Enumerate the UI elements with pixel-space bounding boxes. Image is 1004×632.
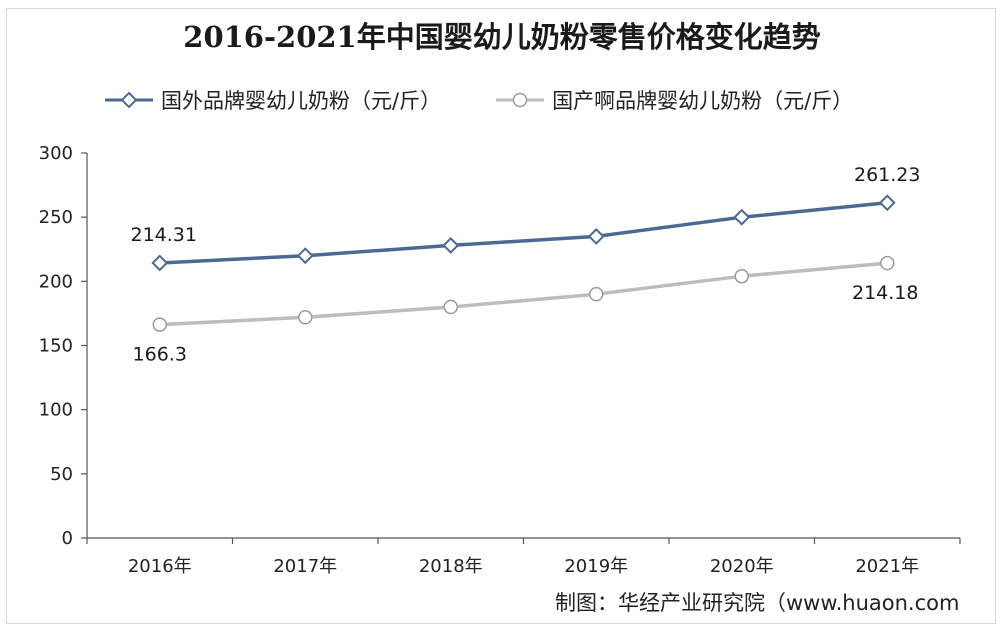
data-label: 214.18: [852, 282, 918, 304]
legend-item-foreign: 国外品牌婴幼儿奶粉（元/斤）: [105, 85, 441, 115]
y-tick-label: 300: [39, 143, 73, 164]
legend-marker-domestic: [496, 92, 545, 108]
legend-item-domestic: 国产啊品牌婴幼儿奶粉（元/斤）: [496, 85, 853, 115]
data-point-marker: [296, 247, 314, 265]
x-tick-label: 2016年: [128, 556, 192, 577]
series-line-0: [159, 201, 888, 265]
y-tick-label: 50: [50, 464, 73, 485]
data-point-marker: [152, 317, 167, 332]
x-tick-label: 2020年: [710, 556, 774, 577]
legend-label-domestic: 国产啊品牌婴幼儿奶粉（元/斤）: [552, 89, 854, 113]
data-point-marker: [151, 254, 169, 272]
series-line-1: [159, 261, 888, 327]
data-point-marker: [442, 236, 460, 254]
y-tick-label: 100: [39, 400, 73, 421]
data-point-marker: [733, 208, 751, 226]
y-tick-label: 250: [39, 207, 73, 228]
data-point-marker: [443, 299, 458, 315]
chart-frame: [6, 8, 996, 624]
source-credit: 制图：华经产业研究院（www.huaon.com: [555, 591, 960, 615]
y-tick-label: 0: [62, 528, 73, 549]
data-point-marker: [587, 228, 605, 245]
y-tick-label: 200: [39, 271, 73, 292]
data-label: 166.3: [133, 344, 187, 366]
data-point-marker: [298, 310, 313, 325]
x-tick-label: 2019年: [564, 556, 628, 577]
x-tick-label: 2021年: [855, 556, 919, 577]
x-tick-label: 2018年: [419, 556, 483, 577]
data-point-marker: [878, 194, 896, 212]
data-label: 214.31: [131, 224, 197, 246]
data-label: 261.23: [854, 164, 920, 186]
y-tick-label: 150: [39, 336, 73, 357]
x-tick-label: 2017年: [273, 556, 337, 577]
legend-label-foreign: 国外品牌婴幼儿奶粉（元/斤）: [161, 89, 442, 113]
data-point-marker: [880, 255, 895, 271]
legend-marker-foreign: [105, 91, 153, 109]
data-point-marker: [589, 286, 604, 302]
data-point-marker: [734, 268, 749, 284]
chart-title: 2016-2021年中国婴幼儿奶粉零售价格变化趋势: [183, 20, 821, 54]
legend: 国外品牌婴幼儿奶粉（元/斤） 国产啊品牌婴幼儿奶粉（元/斤）: [105, 85, 908, 115]
